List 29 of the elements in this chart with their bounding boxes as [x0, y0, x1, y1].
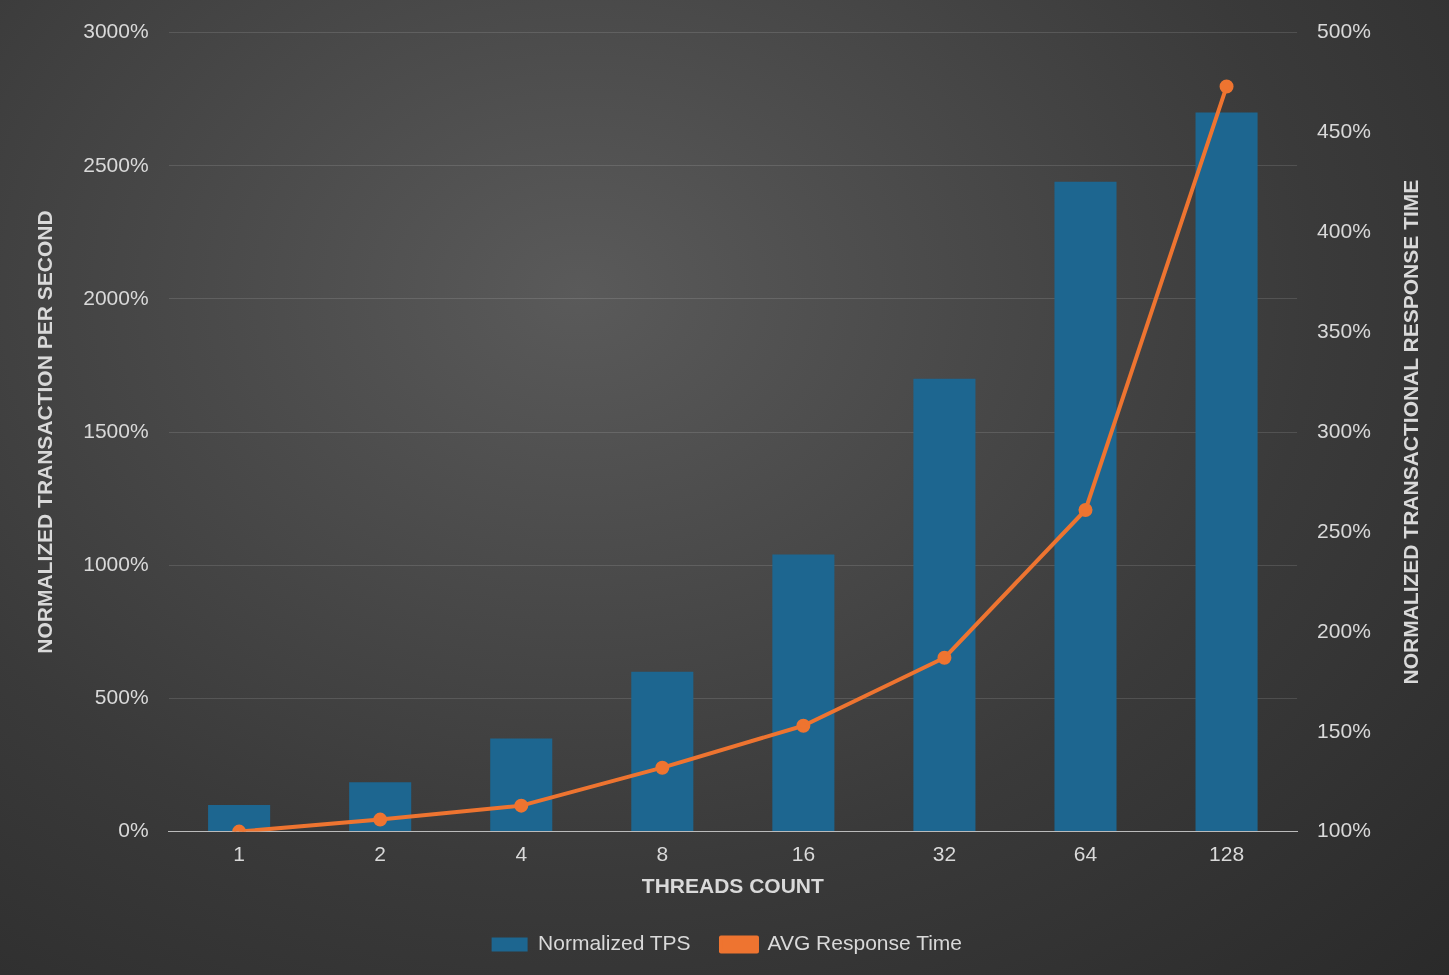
x-tick-label: 4: [515, 842, 528, 865]
y2-tick-label: 400%: [1317, 219, 1371, 243]
y2-tick-label: 150%: [1317, 718, 1371, 742]
legend-label: Normalized TPS: [538, 931, 691, 955]
y-tick-label: 2500%: [83, 152, 149, 176]
x-tick-label: 128: [1209, 842, 1245, 865]
x-tick-label: 64: [1073, 842, 1098, 865]
x-tick-label: 8: [656, 842, 669, 865]
y2-tick-label: 500%: [1317, 19, 1371, 43]
y-tick-label: 2000%: [83, 285, 149, 309]
y2-axis-title: NORMALIZED TRANSACTIONAL RESPONSE TIME: [1398, 179, 1422, 685]
y-axis-title: NORMALIZED TRANSACTION PER SECOND: [33, 210, 57, 654]
legend-label: AVG Response Time: [767, 931, 963, 955]
y-tick-label: 0%: [118, 818, 149, 842]
x-tick-label: 2: [374, 842, 387, 865]
y2-tick-label: 450%: [1317, 119, 1371, 143]
y2-tick-label: 250%: [1317, 518, 1371, 542]
y-tick-label: 1000%: [83, 552, 149, 576]
x-tick-label: 32: [932, 842, 957, 865]
y-tick-label: 3000%: [83, 19, 149, 43]
x-tick-label: 1: [233, 842, 245, 865]
y2-tick-label: 100%: [1317, 818, 1371, 842]
x-tick-label: 16: [791, 842, 816, 865]
y2-tick-label: 300%: [1317, 418, 1371, 442]
y2-tick-label: 350%: [1317, 319, 1371, 343]
y-tick-label: 500%: [94, 685, 149, 709]
x-axis-title: THREADS COUNT: [641, 874, 825, 898]
y2-tick-label: 200%: [1317, 618, 1371, 642]
y-tick-label: 1500%: [83, 418, 149, 442]
